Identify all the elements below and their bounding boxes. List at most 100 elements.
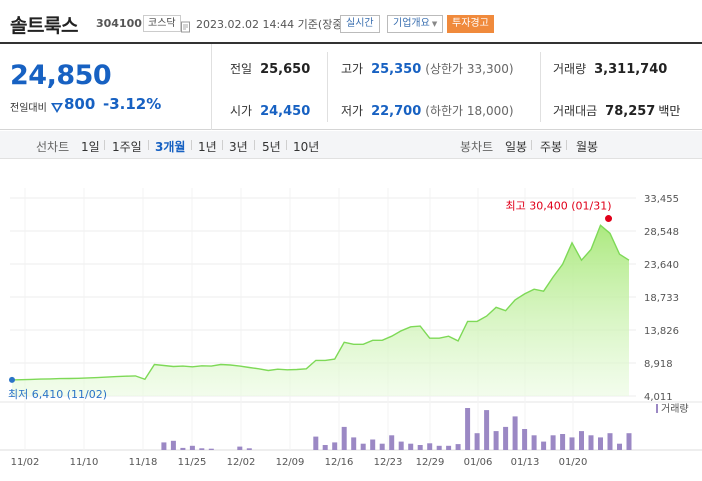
x-tick-label: 01/06 — [464, 457, 493, 468]
volume-bar — [455, 444, 461, 450]
x-tick-label: 01/13 — [511, 457, 540, 468]
x-tick-label: 11/10 — [70, 457, 99, 468]
divider — [104, 140, 105, 150]
stat-label: 시가 — [230, 104, 253, 118]
price-line — [11, 224, 630, 381]
y-tick-label: 23,640 — [644, 260, 679, 271]
y-tick-label: 33,455 — [644, 194, 679, 205]
volume-bar — [598, 437, 603, 450]
investment-warning-badge: 투자경고 — [447, 15, 494, 33]
volume-bar — [550, 435, 556, 450]
volume-bar — [379, 443, 385, 450]
volume-bar — [370, 439, 376, 450]
volume-bar — [541, 441, 547, 450]
period-3y[interactable]: 3년 — [229, 140, 248, 154]
volume-legend: 거래량 — [661, 403, 689, 415]
change-amount: 800 — [64, 95, 96, 113]
volume-bar — [161, 442, 167, 450]
upper-limit: (상한가 33,300) — [425, 62, 514, 76]
divider — [148, 140, 149, 150]
realtime-button[interactable]: 실시간 — [340, 15, 380, 33]
change-rate: -3.12% — [103, 95, 162, 113]
candle-daily[interactable]: 일봉 — [505, 140, 528, 154]
volume-bar — [626, 433, 632, 450]
line-chart-label: 선차트 — [36, 140, 70, 154]
volume-bar — [531, 435, 537, 450]
volume-bar — [389, 435, 395, 450]
candle-monthly[interactable]: 월봉 — [576, 140, 599, 154]
volume-bar — [332, 442, 338, 450]
stock-code: 304100 — [96, 17, 142, 30]
stat-label: 고가 — [341, 62, 364, 76]
volume-bar — [417, 445, 423, 450]
volume-bar — [341, 426, 347, 450]
volume-bar — [474, 433, 480, 450]
stat-value: 25,650 — [260, 62, 311, 77]
y-tick-label: 28,548 — [644, 227, 679, 238]
stat-value: 22,700 — [371, 104, 422, 119]
timestamp: 2023.02.02 14:44 기준(장중) — [196, 18, 347, 31]
period-1y[interactable]: 1년 — [198, 140, 217, 154]
stat-label: 거래량 — [553, 62, 587, 76]
stat-label: 저가 — [341, 104, 364, 118]
x-tick-label: 01/20 — [559, 457, 588, 468]
candle-weekly[interactable]: 주봉 — [540, 140, 563, 154]
period-1w[interactable]: 1주일 — [112, 140, 142, 154]
price-panel: 24,850 전일대비 800 -3.12% 전일 25,650 시가 24,450… — [0, 42, 702, 130]
low-marker — [9, 376, 15, 383]
volume-bar — [579, 431, 584, 450]
amount-unit: 백만 — [658, 104, 681, 118]
company-overview-label: 기업개요 — [393, 18, 430, 29]
volume-bar — [522, 429, 528, 450]
chart-period-bar: 선차트 1일 1주일 3개월 1년 3년 5년 10년 봉차트 일봉 주봉 월봉 — [0, 131, 702, 159]
volume-bar — [588, 435, 594, 450]
volume-bar — [360, 443, 366, 450]
stat-low: 저가 22,700 (하한가 18,000) — [341, 102, 514, 119]
period-1d[interactable]: 1일 — [81, 140, 100, 154]
volume-legend-swatch — [656, 404, 658, 413]
stat-value: 78,257 — [605, 104, 656, 119]
volume-bar — [607, 433, 613, 450]
price-area — [12, 225, 629, 396]
divider — [540, 52, 541, 122]
document-icon — [180, 18, 192, 33]
x-tick-label: 12/23 — [374, 457, 403, 468]
x-tick-label: 12/16 — [325, 457, 354, 468]
y-tick-label: 4,011 — [644, 392, 673, 403]
volume-bar — [208, 448, 214, 450]
volume-bar — [246, 448, 252, 450]
volume-bar — [170, 440, 176, 450]
volume-bar — [503, 426, 509, 450]
stock-header: 솔트룩스 304100 코스닥 2023.02.02 14:44 기준(장중) … — [0, 0, 702, 42]
stat-prev-close: 전일 25,650 — [230, 60, 310, 77]
volume-bar — [617, 443, 622, 450]
price-chart: 33,455 28,548 23,640 18,733 13,826 8,918 4,011… — [0, 160, 702, 481]
stat-high: 고가 25,350 (상한가 33,300) — [341, 60, 514, 77]
x-tick-label: 11/18 — [129, 457, 158, 468]
stat-amount: 거래대금 78,257 백만 — [553, 102, 680, 119]
candle-chart-label: 봉차트 — [460, 140, 494, 154]
volume-bar — [446, 445, 452, 450]
divider — [254, 140, 255, 150]
volume-bar — [465, 408, 471, 450]
y-tick-label: 8,918 — [644, 359, 673, 370]
period-3m[interactable]: 3개월 — [155, 140, 186, 154]
x-tick-label: 12/02 — [227, 457, 256, 468]
volume-bar — [351, 437, 357, 450]
volume-bar — [313, 436, 319, 450]
period-5y[interactable]: 5년 — [262, 140, 281, 154]
stat-value: 25,350 — [371, 62, 422, 77]
divider — [286, 140, 287, 150]
volume-bar — [199, 448, 205, 450]
volume-bar — [189, 445, 195, 450]
low-annotation: 최저 6,410 (11/02) — [8, 388, 107, 401]
x-tick-label: 12/29 — [416, 457, 445, 468]
stat-value: 24,450 — [260, 104, 311, 119]
company-overview-dropdown[interactable]: 기업개요 ▼ — [387, 15, 444, 33]
stat-volume: 거래량 3,311,740 — [553, 60, 667, 77]
volume-bar — [560, 434, 566, 450]
current-price: 24,850 — [10, 60, 112, 91]
divider — [566, 140, 567, 150]
period-10y[interactable]: 10년 — [293, 140, 320, 154]
divider — [327, 52, 328, 122]
